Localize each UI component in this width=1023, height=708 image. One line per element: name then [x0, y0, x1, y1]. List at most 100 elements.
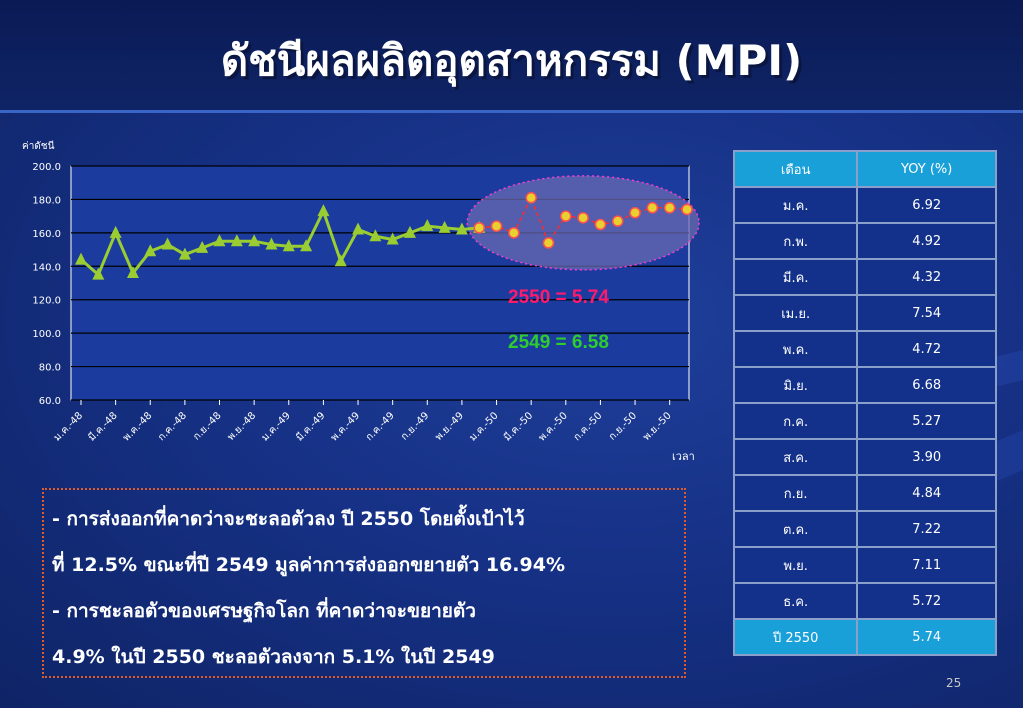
- month-cell: พ.ย.: [732, 546, 859, 584]
- triangle-point: [455, 222, 468, 235]
- table-row: พ.ย. 7.11: [732, 546, 997, 584]
- table-row: ก.ย. 4.84: [732, 474, 997, 512]
- table-row: ธ.ค. 5.72: [732, 582, 997, 620]
- triangle-point: [109, 225, 122, 238]
- x-tick-label: ม.ค.-48: [52, 410, 85, 443]
- page-number: 25: [946, 676, 962, 690]
- x-tick-label: พ.ย.-48: [226, 410, 259, 443]
- table-row: ต.ค. 7.22: [732, 510, 997, 548]
- note-line: 4.9% ในปี 2550 ชะลอตัวลงจาก 5.1% ในปี 25…: [52, 646, 495, 668]
- x-tick-label: ก.ย.-48: [191, 410, 223, 442]
- triangle-point: [438, 220, 451, 233]
- circle-point: [473, 222, 485, 234]
- x-tick-label: ก.ค.-50: [572, 410, 605, 443]
- circle-point: [508, 227, 520, 239]
- table-row: มิ.ย. 6.68: [732, 366, 997, 404]
- annotation-2550: 2550 = 5.74: [508, 287, 609, 308]
- circle-point: [611, 215, 624, 227]
- x-axis-label: เวลา: [672, 450, 695, 463]
- circle-point: [490, 220, 503, 232]
- yoy-cell: 4.32: [856, 258, 997, 296]
- yoy-cell: 7.54: [856, 294, 997, 332]
- yoy-cell: 6.68: [856, 366, 997, 404]
- y-tick-label: 120.0: [32, 296, 61, 307]
- circle-point: [560, 210, 572, 222]
- month-cell: ก.ย.: [732, 474, 859, 512]
- circle-point: [542, 237, 555, 249]
- yoy-cell: 5.27: [856, 402, 997, 440]
- chart-svg: 60.0 80.0 100.0 120.0 140.0 160.0 180.0 200.0 ค่…: [22, 140, 700, 463]
- table-row: มี.ค. 4.32: [732, 258, 997, 296]
- month-cell: ก.พ.: [732, 222, 859, 260]
- triangle-point: [144, 244, 157, 257]
- y-tick-label: 100.0: [32, 329, 61, 340]
- triangle-point: [403, 225, 416, 238]
- page-title: ดัชนีผลผลิตอุตสาหกรรม (MPI): [220, 36, 803, 85]
- triangle-point: [248, 234, 261, 247]
- circle-point: [646, 202, 659, 214]
- table-row: ส.ค. 3.90: [732, 438, 997, 476]
- yoy-table: เดือน YOY (%) ม.ค. 6.92 ก.พ. 4.92 มี.ค. 4.3…: [732, 150, 997, 656]
- triangle-point: [196, 240, 209, 253]
- triangle-point: [213, 234, 226, 247]
- table-row: พ.ค. 4.72: [732, 330, 997, 368]
- y-tick-label: 60.0: [39, 396, 61, 407]
- x-tick-label: พ.ย.-50: [641, 410, 674, 443]
- month-cell: ธ.ค.: [732, 582, 859, 620]
- table-row: ก.ค. 5.27: [732, 402, 997, 440]
- triangle-point: [178, 247, 191, 260]
- yoy-cell: 7.11: [856, 546, 997, 584]
- circle-point: [629, 207, 641, 219]
- y-tick-label: 160.0: [32, 229, 61, 240]
- triangle-point: [282, 239, 295, 252]
- x-tick-label: ก.ค.-48: [156, 410, 189, 443]
- triangle-point: [352, 222, 365, 235]
- yoy-cell: 4.92: [856, 222, 997, 260]
- x-tick-label: พ.ค.-49: [329, 410, 362, 443]
- table-row: ก.พ. 4.92: [732, 222, 997, 260]
- x-tick-label: ม.ค.-50: [467, 410, 500, 443]
- x-tick-label: ก.ค.-49: [364, 410, 397, 443]
- mpi-line-chart: 60.0 80.0 100.0 120.0 140.0 160.0 180.0 200.0 ค่…: [0, 130, 720, 480]
- triangle-point: [421, 219, 434, 232]
- total-label-cell: ปี 2550: [732, 618, 859, 656]
- month-cell: มิ.ย.: [732, 366, 859, 404]
- yoy-cell: 6.92: [856, 186, 997, 224]
- yoy-cell: 3.90: [856, 438, 997, 476]
- note-line: - การชะลอตัวของเศรษฐกิจโลก ที่คาดว่าจะขย…: [52, 600, 476, 622]
- x-tick-label: มี.ค.-50: [501, 410, 535, 444]
- triangle-point: [369, 229, 382, 242]
- x-tick-label: พ.ย.-49: [433, 410, 466, 443]
- header-yoy: YOY (%): [856, 150, 997, 188]
- y-tick-label: 180.0: [32, 195, 61, 206]
- x-tick-label: พ.ค.-48: [121, 410, 154, 443]
- x-tick-label: พ.ค.-50: [537, 410, 570, 443]
- note-line: - การส่งออกที่คาดว่าจะชะลอตัวลง ปี 2550 …: [52, 508, 525, 530]
- triangle-point: [161, 237, 174, 250]
- triangle-point: [92, 267, 105, 280]
- circle-point: [525, 192, 537, 204]
- table-row: ม.ค. 6.92: [732, 186, 997, 224]
- month-cell: มี.ค.: [732, 258, 859, 296]
- notes-box: - การส่งออกที่คาดว่าจะชะลอตัวลง ปี 2550 …: [42, 488, 686, 678]
- annotation-2549: 2549 = 6.58: [508, 332, 609, 353]
- table-row: เม.ย. 7.54: [732, 294, 997, 332]
- x-tick-label: ก.ย.-50: [607, 410, 639, 442]
- triangle-point: [300, 239, 313, 252]
- total-value-cell: 5.74: [856, 618, 997, 656]
- circle-point: [663, 202, 676, 214]
- month-cell: ต.ค.: [732, 510, 859, 548]
- triangle-point: [126, 265, 139, 278]
- x-tick-label: ม.ค.-49: [260, 410, 293, 443]
- month-cell: ก.ค.: [732, 402, 859, 440]
- circle-point: [577, 212, 589, 224]
- triangle-point: [265, 237, 278, 250]
- y-tick-label: 200.0: [32, 162, 61, 173]
- triangle-point: [317, 204, 330, 217]
- y-axis-label: ค่าดัชนี: [22, 140, 55, 152]
- triangle-point: [75, 252, 87, 265]
- yoy-cell: 7.22: [856, 510, 997, 548]
- x-tick-label: มี.ค.-48: [86, 410, 120, 444]
- yoy-cell: 4.72: [856, 330, 997, 368]
- title-bar: ดัชนีผลผลิตอุตสาหกรรม (MPI): [0, 0, 1023, 113]
